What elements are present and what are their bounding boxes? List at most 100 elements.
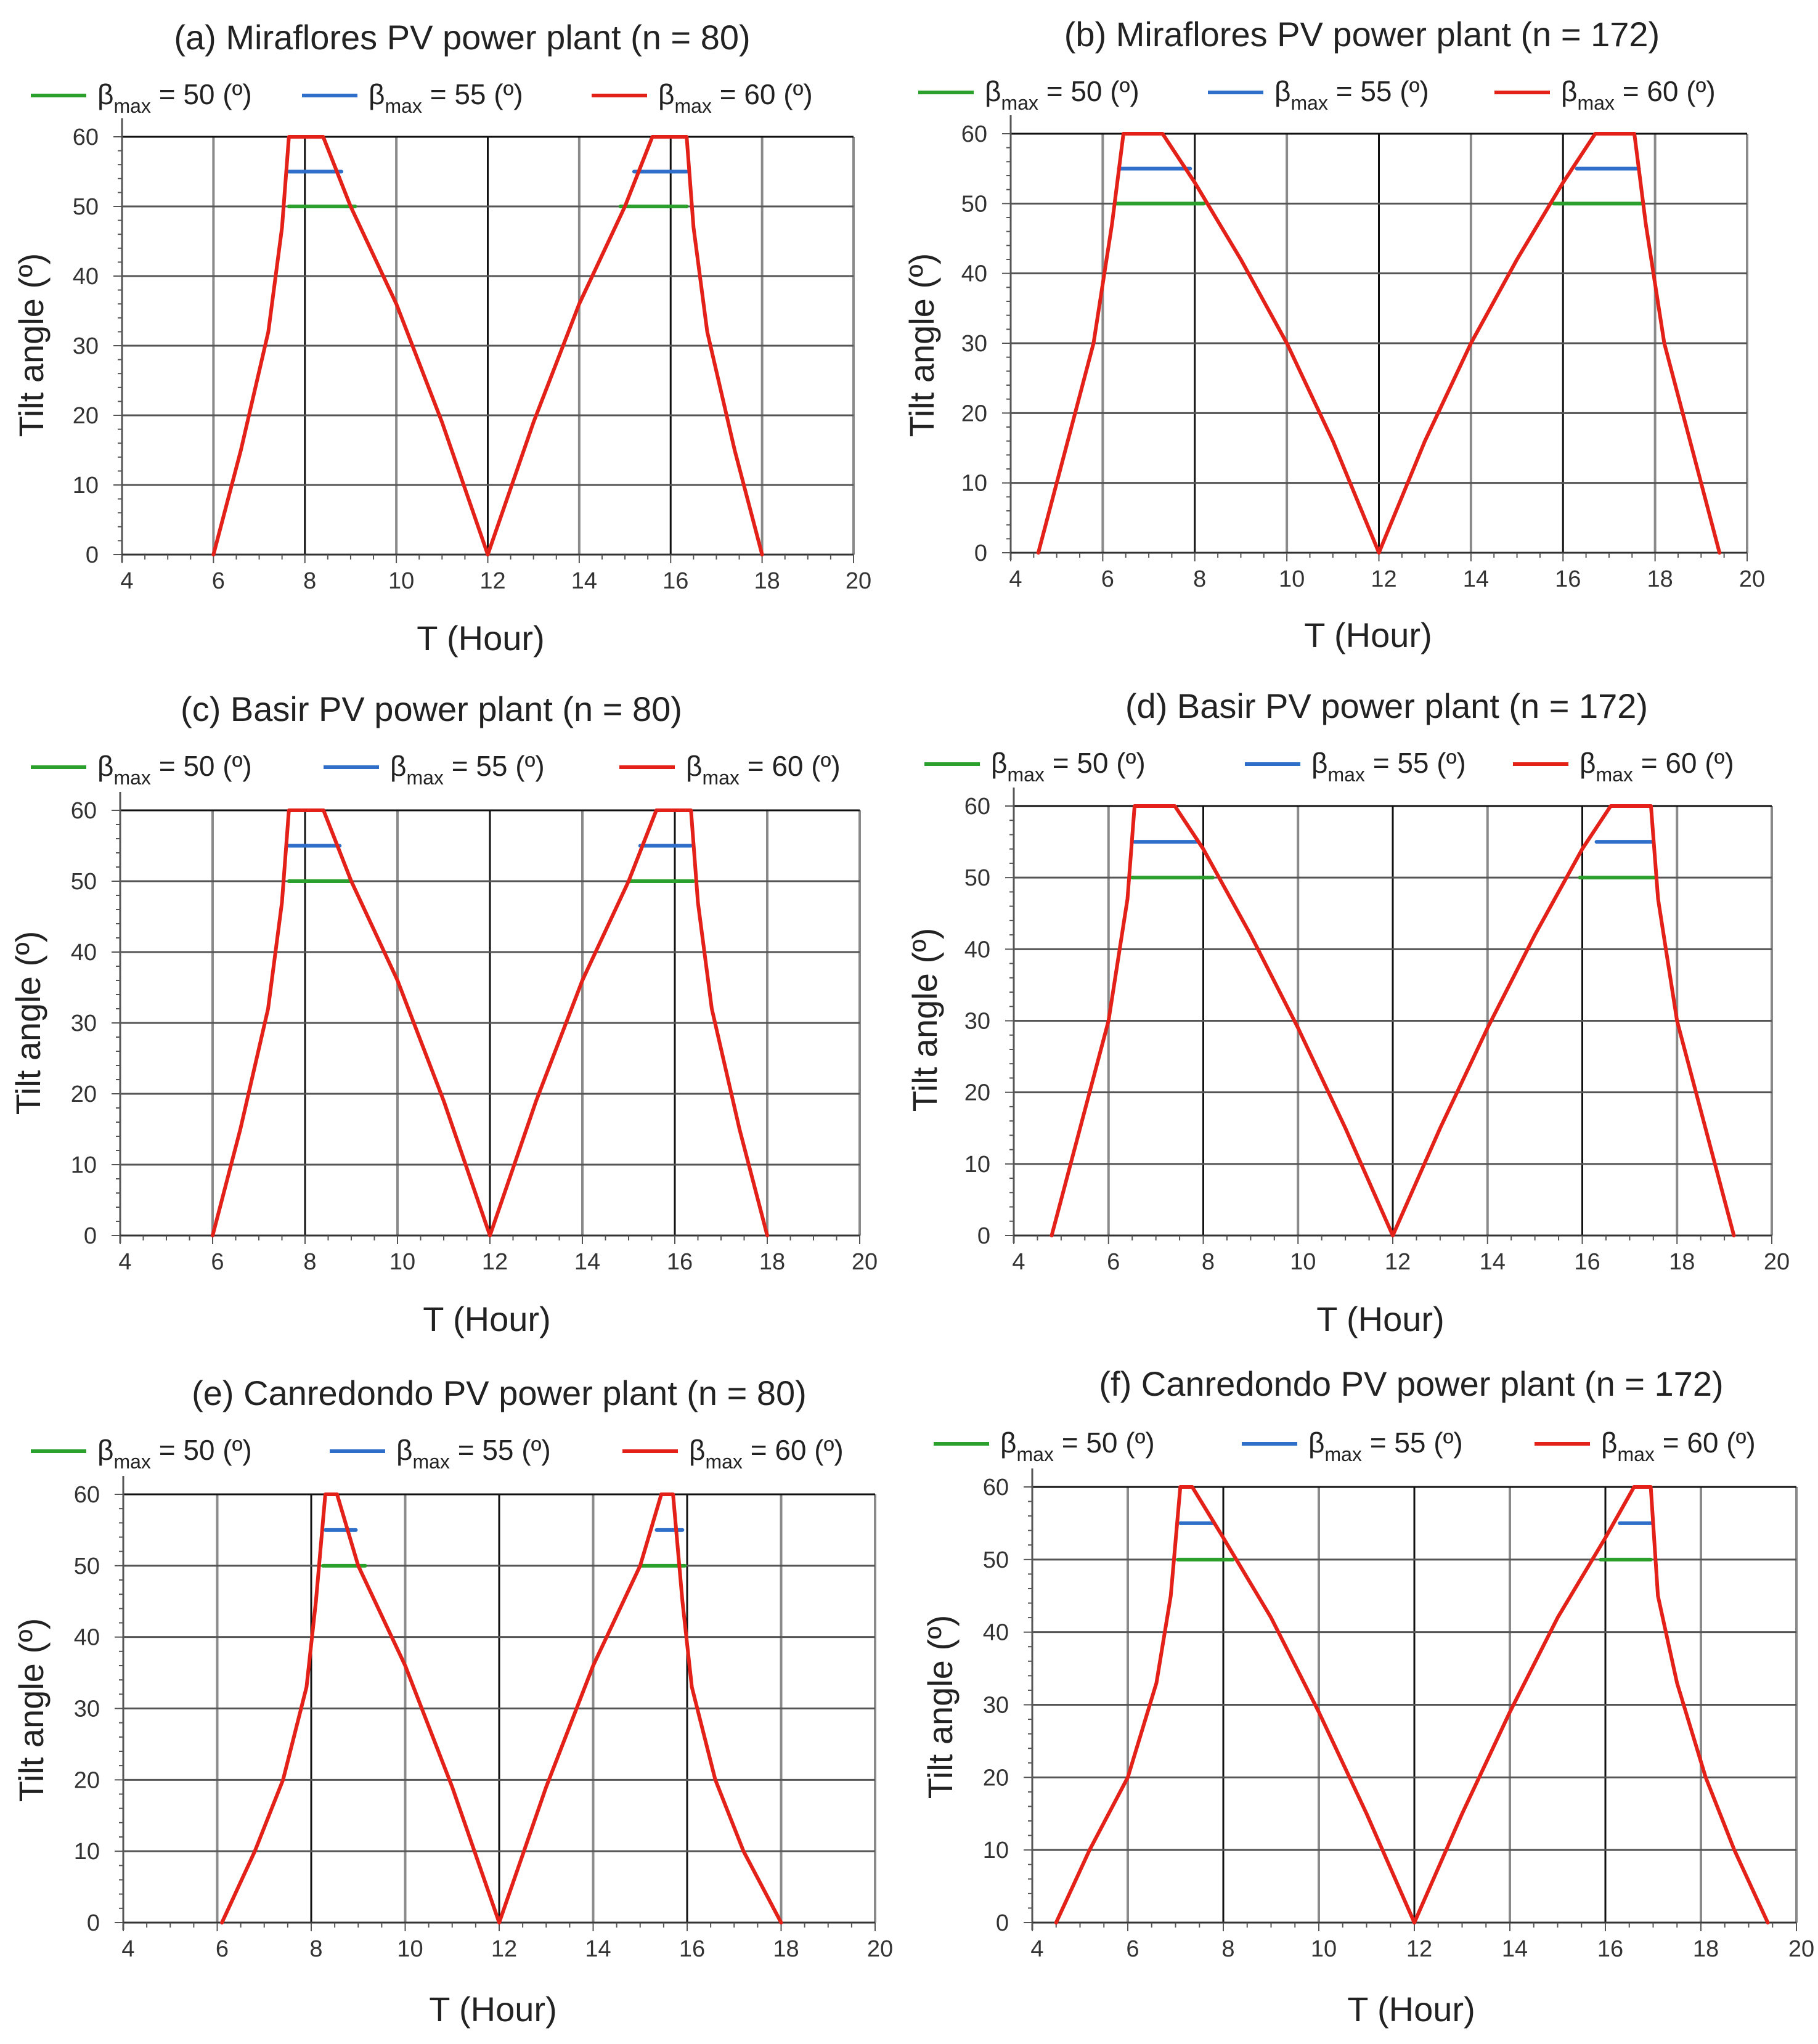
chart-title: (e) Canredondo PV power plant (n = 80) (192, 1374, 807, 1412)
y-tick-label: 0 (974, 540, 987, 566)
y-tick-label: 10 (71, 1152, 97, 1178)
legend-label: βmax = 60 (º) (686, 750, 841, 789)
series-line-beta60 (211, 135, 764, 556)
x-tick-label: 10 (1290, 1249, 1316, 1275)
chart-title: (a) Miraflores PV power plant (n = 80) (174, 18, 750, 57)
legend-label: βmax = 55 (º) (1274, 75, 1429, 114)
legend-label: βmax = 60 (º) (658, 78, 813, 117)
y-axis-label: Tilt angle (º) (905, 928, 944, 1112)
x-tick-label: 10 (1279, 566, 1305, 592)
x-axis-label: T (Hour) (1316, 1300, 1444, 1338)
legend-label: βmax = 60 (º) (1580, 747, 1734, 786)
x-tick-label: 20 (1764, 1249, 1790, 1275)
y-tick-label: 10 (73, 473, 99, 499)
y-tick-label: 40 (961, 261, 987, 287)
y-tick-label: 20 (983, 1765, 1009, 1791)
x-tick-label: 6 (1126, 1936, 1139, 1962)
x-tick-label: 20 (852, 1249, 878, 1275)
y-tick-label: 60 (961, 121, 987, 147)
y-tick-label: 20 (71, 1081, 97, 1107)
x-tick-label: 8 (1221, 1936, 1234, 1962)
chart-title: (c) Basir PV power plant (n = 80) (181, 690, 682, 728)
x-tick-label: 16 (667, 1249, 693, 1275)
y-tick-label: 10 (983, 1838, 1009, 1863)
x-tick-label: 10 (389, 1249, 415, 1275)
legend-label: βmax = 60 (º) (1561, 75, 1716, 114)
y-tick-label: 40 (964, 937, 990, 963)
x-tick-label: 4 (120, 568, 133, 594)
x-tick-label: 8 (309, 1936, 322, 1962)
y-tick-label: 20 (73, 403, 99, 429)
y-tick-label: 0 (996, 1910, 1009, 1936)
x-tick-label: 20 (867, 1936, 893, 1962)
x-tick-label: 18 (1647, 566, 1673, 592)
legend-label: βmax = 50 (º) (97, 750, 252, 789)
y-tick-label: 60 (983, 1475, 1009, 1500)
chart-title: (b) Miraflores PV power plant (n = 172) (1064, 15, 1660, 54)
y-tick-label: 0 (977, 1223, 990, 1249)
chart-title: (d) Basir PV power plant (n = 172) (1125, 686, 1648, 725)
legend-label: βmax = 50 (º) (1000, 1427, 1155, 1465)
x-tick-label: 8 (303, 568, 316, 594)
x-tick-label: 18 (759, 1249, 785, 1275)
y-tick-label: 50 (71, 869, 97, 895)
x-tick-label: 16 (1597, 1936, 1623, 1962)
x-tick-label: 14 (574, 1249, 600, 1275)
x-tick-label: 18 (773, 1936, 799, 1962)
y-tick-label: 30 (74, 1696, 100, 1722)
y-tick-label: 30 (964, 1009, 990, 1035)
y-tick-label: 50 (74, 1553, 100, 1579)
y-tick-label: 40 (71, 940, 97, 966)
legend-label: βmax = 55 (º) (390, 750, 545, 789)
x-tick-label: 10 (397, 1936, 423, 1962)
y-tick-label: 30 (73, 333, 99, 359)
legend-label: βmax = 55 (º) (369, 78, 523, 117)
y-tick-label: 20 (964, 1080, 990, 1106)
legend-label: βmax = 55 (º) (396, 1434, 551, 1473)
y-tick-label: 30 (983, 1693, 1009, 1719)
series-line-beta60 (220, 1492, 783, 1924)
x-tick-label: 12 (1406, 1936, 1432, 1962)
x-tick-label: 6 (216, 1936, 229, 1962)
y-tick-label: 0 (87, 1910, 100, 1936)
legend-label: βmax = 60 (º) (689, 1434, 844, 1473)
x-axis-label: T (Hour) (429, 1990, 556, 2029)
x-tick-label: 6 (211, 1249, 224, 1275)
y-tick-label: 20 (74, 1767, 100, 1793)
x-tick-label: 6 (1101, 566, 1114, 592)
x-tick-label: 16 (662, 568, 688, 594)
x-axis-label: T (Hour) (1304, 616, 1432, 654)
x-tick-label: 20 (1788, 1936, 1814, 1962)
y-axis-label: Tilt angle (º) (12, 253, 51, 437)
y-tick-label: 30 (71, 1011, 97, 1036)
chart-title: (f) Canredondo PV power plant (n = 172) (1099, 1364, 1723, 1403)
x-tick-label: 4 (1009, 566, 1022, 592)
y-axis-label: Tilt angle (º) (12, 1618, 51, 1802)
series-line-beta60 (1054, 1485, 1770, 1924)
x-tick-label: 14 (1480, 1249, 1506, 1275)
x-tick-label: 4 (118, 1249, 131, 1275)
x-axis-label: T (Hour) (423, 1300, 550, 1338)
x-tick-label: 18 (1693, 1936, 1719, 1962)
x-tick-label: 12 (479, 568, 505, 594)
x-tick-label: 4 (121, 1936, 134, 1962)
series-line-beta60 (211, 808, 769, 1237)
x-tick-label: 16 (1574, 1249, 1600, 1275)
x-tick-label: 14 (571, 568, 597, 594)
series-line-beta60 (1036, 132, 1722, 555)
y-tick-label: 50 (961, 191, 987, 217)
x-tick-label: 4 (1030, 1936, 1043, 1962)
x-tick-label: 16 (1555, 566, 1581, 592)
chart-panel-4: (d) Basir PV power plant (n = 172) βmax =… (905, 686, 1790, 1338)
x-tick-label: 18 (1669, 1249, 1695, 1275)
x-tick-label: 12 (1385, 1249, 1411, 1275)
x-tick-label: 4 (1012, 1249, 1025, 1275)
legend-label: βmax = 50 (º) (97, 1434, 252, 1473)
legend-label: βmax = 60 (º) (1601, 1427, 1756, 1465)
x-axis-label: T (Hour) (1347, 1990, 1475, 2029)
x-tick-label: 10 (1311, 1936, 1337, 1962)
y-tick-label: 40 (983, 1620, 1009, 1646)
y-tick-label: 0 (84, 1223, 97, 1249)
x-tick-label: 14 (1463, 566, 1489, 592)
